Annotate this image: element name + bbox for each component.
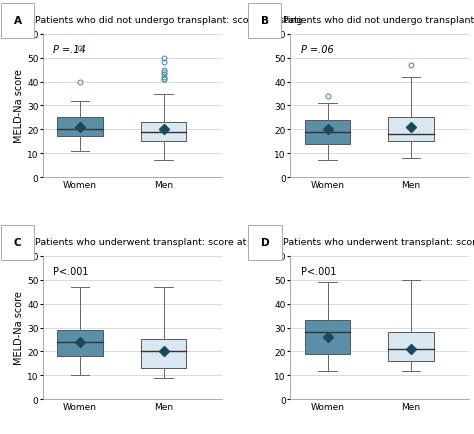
Y-axis label: MELD-Na score: MELD-Na score (14, 291, 24, 365)
Text: Patients who did not undergo transplant: last score: Patients who did not undergo transplant:… (283, 16, 474, 25)
Bar (57, 330, 103, 356)
Text: P<.001: P<.001 (54, 266, 89, 276)
Bar (57, 118, 103, 137)
Text: P<.001: P<.001 (301, 266, 336, 276)
Text: Patients who underwent transplant: score at listing: Patients who underwent transplant: score… (283, 238, 474, 247)
Bar (388, 332, 434, 361)
Bar (388, 118, 434, 142)
Text: Patients who did not undergo transplant: score at listing: Patients who did not undergo transplant:… (36, 16, 303, 25)
Text: B: B (261, 16, 269, 26)
Y-axis label: MELD-Na score: MELD-Na score (14, 69, 24, 143)
Text: Patients who underwent transplant: score at listing: Patients who underwent transplant: score… (36, 238, 279, 247)
Text: P =.06: P =.06 (301, 45, 334, 55)
Text: A: A (14, 16, 21, 26)
Text: D: D (261, 238, 269, 248)
Text: P =.14: P =.14 (54, 45, 86, 55)
Bar (141, 340, 186, 368)
Bar (141, 123, 186, 142)
Bar (305, 121, 350, 145)
Text: C: C (14, 238, 21, 248)
Bar (305, 321, 350, 354)
